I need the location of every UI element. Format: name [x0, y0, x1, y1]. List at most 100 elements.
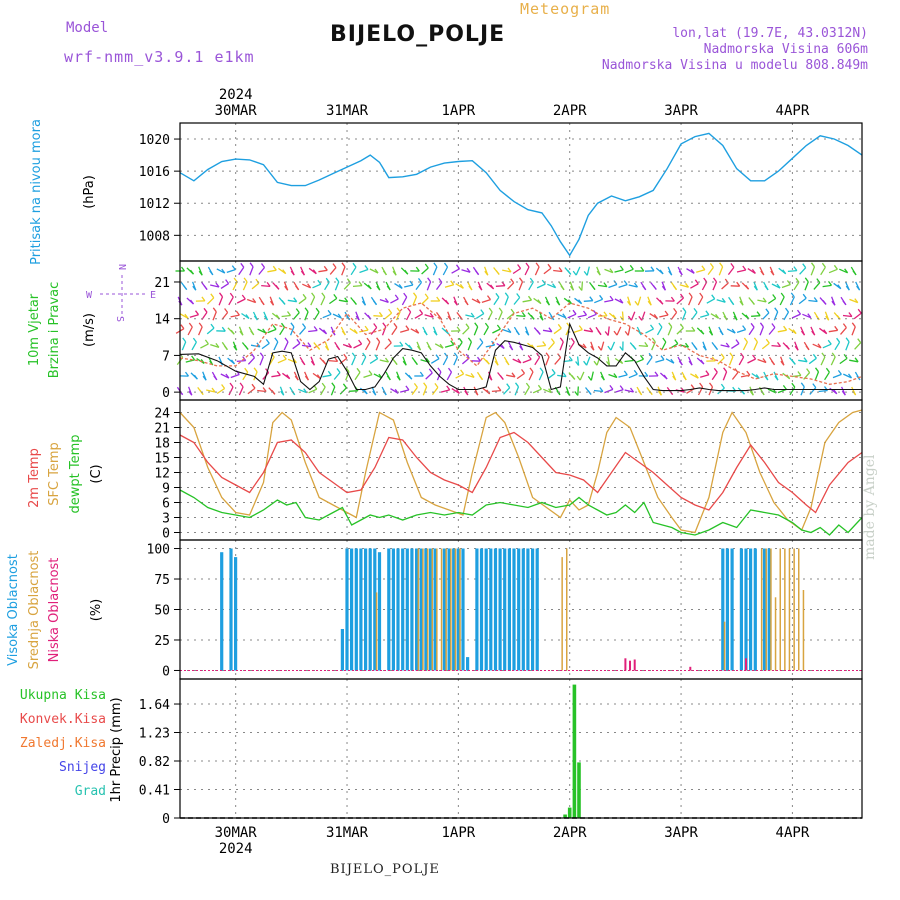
wind-barb — [748, 326, 755, 336]
wind-barb — [421, 297, 429, 305]
y-tick-label: 0 — [162, 386, 170, 401]
wind-barb-flag — [634, 300, 639, 306]
wind-barb-flag — [347, 343, 353, 348]
wind-barb-flag — [721, 297, 726, 303]
wind-barb-flag — [464, 300, 469, 306]
wind-barb — [777, 329, 787, 333]
wind-barb-flag — [814, 367, 820, 373]
wind-barb-flag — [408, 344, 413, 350]
wind-barb-flag — [341, 330, 346, 336]
wind-barb — [277, 358, 287, 364]
meteogram-label: Meteogram — [520, 0, 611, 18]
wind-barb-flag — [215, 282, 220, 288]
wind-barb — [220, 373, 230, 379]
wind-barb-flag — [346, 315, 351, 321]
wind-barb-flag — [742, 325, 747, 330]
wind-barb — [667, 326, 673, 336]
wind-barb-flag — [597, 345, 602, 351]
precip-legend-item: Ukupna Kisa — [20, 688, 106, 703]
wind-barb-flag — [708, 330, 714, 336]
high-cloud-bar — [739, 548, 743, 671]
wind-barb — [557, 313, 567, 319]
wind-barb-flag — [772, 294, 777, 299]
wind-barb-flag — [282, 354, 287, 360]
wind-barb-flag — [619, 385, 624, 390]
wind-barb-flag — [690, 384, 695, 390]
wind-barb-flag — [453, 352, 458, 358]
wind-barb-flag — [657, 390, 662, 396]
wind-barb-flag — [684, 342, 690, 348]
wind-barb-flag — [229, 382, 234, 388]
wind-barb-flag — [304, 307, 309, 313]
wind-barb-flag — [723, 315, 728, 321]
wind-barb — [793, 281, 800, 291]
wind-barb-flag — [402, 360, 407, 366]
y-tick-label: 9 — [162, 482, 170, 497]
wind-barb — [700, 314, 710, 318]
wind-barb-flag — [637, 330, 642, 336]
high-cloud-bar — [475, 548, 479, 671]
wind-barb — [430, 358, 440, 364]
wind-barb-flag — [699, 292, 704, 298]
wind-barb-flag — [382, 322, 387, 328]
mid-cloud-bar — [765, 548, 767, 671]
wind-barb — [257, 328, 266, 334]
wind-barb — [616, 326, 622, 336]
wind-barb-flag — [396, 375, 401, 381]
y-tick-label: 7 — [162, 349, 170, 364]
wind-barb — [343, 282, 351, 290]
wind-barb — [646, 356, 653, 366]
compass-w: W — [86, 290, 93, 301]
wind-barb-flag — [743, 337, 748, 343]
wind-barb-flag — [224, 308, 229, 313]
wind-barb-flag — [450, 280, 455, 286]
wind-barb-flag — [791, 360, 796, 365]
wind-barb-flag — [332, 263, 337, 268]
wind-barb-flag — [688, 292, 693, 298]
wind-barb-flag — [659, 299, 664, 305]
wind-barb-flag — [854, 298, 859, 303]
wind-barb — [792, 313, 801, 319]
wind-barb-flag — [550, 315, 555, 321]
wind-barb-flag — [484, 270, 489, 276]
wind-barb — [559, 341, 564, 351]
wind-barb-flag — [569, 285, 575, 291]
wind-barb-flag — [539, 315, 544, 321]
y-tick-label: 50 — [154, 604, 170, 619]
wind-barb-flag — [272, 265, 277, 271]
wind-barb — [839, 357, 848, 365]
wind-barb — [339, 387, 347, 395]
wind-barb — [333, 372, 341, 380]
mid-cloud-bar — [436, 548, 438, 671]
wind-barb — [824, 371, 830, 381]
wind-barb — [481, 298, 491, 304]
high-cloud-bar — [354, 548, 358, 671]
wind-barb-flag — [466, 267, 471, 273]
wind-barb-flag — [668, 270, 673, 276]
high-cloud-bar — [373, 548, 377, 671]
wind-barb — [210, 343, 220, 349]
wind-barb-flag — [428, 368, 433, 374]
wind-barb — [298, 388, 307, 394]
wind-barb-flag — [783, 325, 788, 331]
wind-barb-flag — [517, 358, 522, 364]
wind-barb-flag — [356, 367, 361, 373]
wind-barb-flag — [507, 328, 512, 333]
high-cloud-bar — [350, 548, 354, 671]
wind-barb-flag — [674, 339, 679, 345]
wind-barb — [577, 386, 579, 396]
temp-unit: (C) — [89, 464, 104, 483]
wind-barb — [218, 296, 224, 306]
wind-barb — [512, 267, 521, 275]
wind-barb — [230, 373, 240, 379]
wind-barb — [238, 386, 244, 396]
wind-barb — [659, 314, 669, 318]
wind-barb — [543, 267, 552, 275]
wind-barb-flag — [407, 307, 412, 313]
wind-barb-flag — [845, 285, 850, 291]
wind-barb — [791, 374, 801, 378]
wind-barb-flag — [424, 263, 429, 269]
wind-barb-flag — [703, 277, 708, 283]
wind-barb-flag — [427, 345, 432, 351]
wind-barb-flag — [204, 339, 209, 345]
